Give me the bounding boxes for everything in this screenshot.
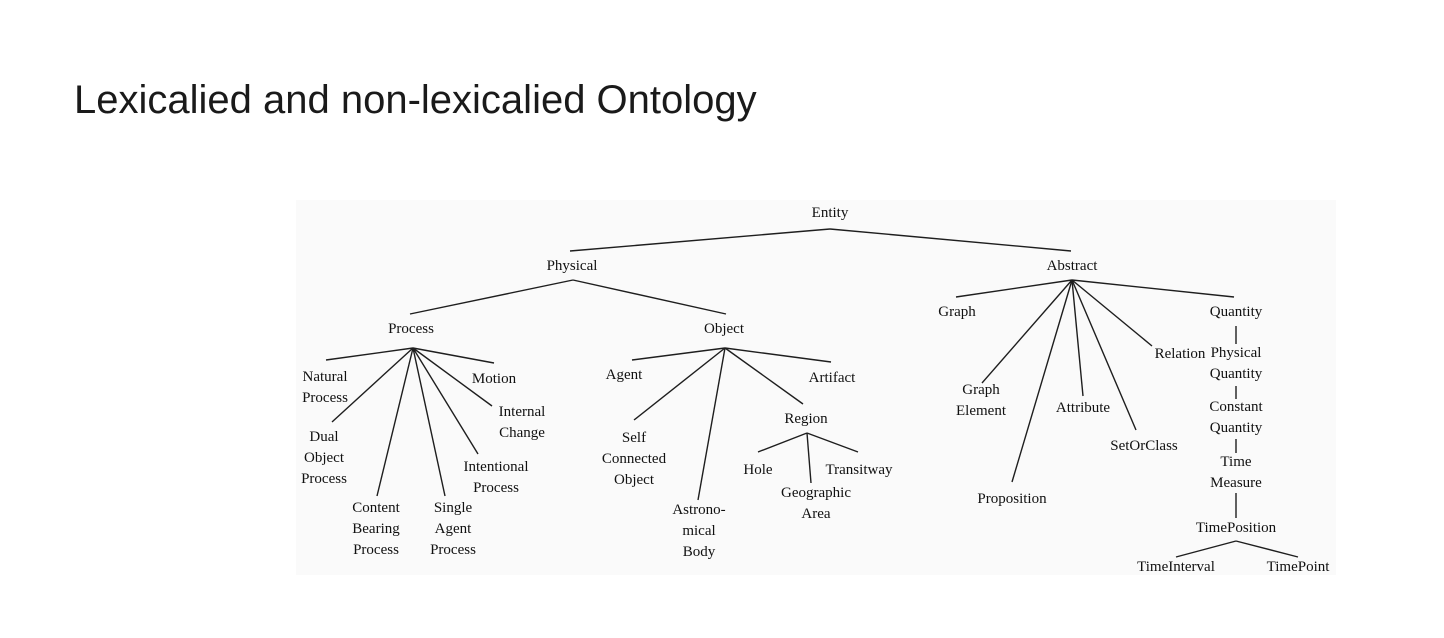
edge-object-artifact xyxy=(724,347,832,363)
edge-entity-abstract xyxy=(829,228,1072,252)
node-time-position: TimePosition xyxy=(1195,520,1277,536)
node-entity: Entity xyxy=(811,205,849,221)
edge-physical-object xyxy=(572,279,727,315)
node-agent: Agent xyxy=(605,367,643,383)
edge-abstract-quantity xyxy=(1071,279,1235,298)
node-internal-change: Internal Change xyxy=(498,404,546,441)
edge-object-astronomical-body xyxy=(697,347,726,501)
edge-time-position-time-point xyxy=(1235,540,1299,558)
edge-object-agent xyxy=(631,347,726,361)
edge-abstract-graph-element xyxy=(981,279,1073,384)
edge-process-internal-change xyxy=(412,347,493,407)
edge-process-single-agent-process xyxy=(412,347,446,497)
node-hole: Hole xyxy=(743,462,773,478)
node-self-connected-object: Self Connected Object xyxy=(601,430,667,488)
edge-region-hole xyxy=(757,432,808,453)
node-astronomical-body: Astrono- mical Body xyxy=(672,502,726,560)
edge-process-dual-object-process xyxy=(331,347,414,423)
node-motion: Motion xyxy=(471,371,517,387)
edge-object-self-connected-object xyxy=(633,347,726,421)
node-content-bearing-process: Content Bearing Process xyxy=(352,500,400,558)
node-time-interval: TimeInterval xyxy=(1137,559,1215,575)
node-time-measure: Time Measure xyxy=(1210,454,1262,491)
node-constant-quantity: Constant Quantity xyxy=(1209,399,1263,436)
node-relation: Relation xyxy=(1154,346,1206,362)
node-single-agent-process: Single Agent Process xyxy=(430,500,476,558)
edge-process-natural-process xyxy=(325,347,414,361)
slide-title: Lexicalied and non-lexicalied Ontology xyxy=(74,78,757,122)
ontology-edges xyxy=(325,228,1299,558)
edge-abstract-graph xyxy=(955,279,1073,298)
edge-abstract-attribute xyxy=(1071,279,1084,397)
node-artifact: Artifact xyxy=(808,370,856,386)
edge-object-region xyxy=(724,347,804,405)
edge-entity-physical xyxy=(569,228,831,252)
edge-abstract-proposition xyxy=(1011,279,1073,483)
node-transitway: Transitway xyxy=(825,462,893,478)
ontology-diagram: Entity Physical Abstract Process Object … xyxy=(296,200,1336,575)
node-process: Process xyxy=(388,321,434,337)
node-abstract: Abstract xyxy=(1046,258,1098,274)
edge-process-intentional-process xyxy=(412,347,479,455)
node-attribute: Attribute xyxy=(1055,400,1111,416)
edge-region-geographic-area xyxy=(806,432,812,484)
node-physical-quantity: Physical Quantity xyxy=(1209,345,1263,382)
node-graph: Graph xyxy=(938,304,976,320)
node-quantity: Quantity xyxy=(1209,304,1263,320)
node-object: Object xyxy=(704,321,744,337)
node-graph-element: Graph Element xyxy=(956,382,1006,419)
edge-process-content-bearing-process xyxy=(376,347,414,497)
node-dual-object-process: Dual Object Process xyxy=(301,429,347,487)
edge-abstract-relation xyxy=(1071,279,1153,347)
node-geographic-area: Geographic Area xyxy=(781,485,851,522)
node-intentional-process: Intentional Process xyxy=(463,459,529,496)
node-proposition: Proposition xyxy=(977,491,1047,507)
node-time-point: TimePoint xyxy=(1266,559,1330,575)
node-natural-process: Natural Process xyxy=(302,369,348,406)
node-region: Region xyxy=(784,411,828,427)
node-physical: Physical xyxy=(546,258,598,274)
edge-abstract-set-or-class xyxy=(1071,279,1137,431)
edge-process-motion xyxy=(412,347,495,364)
node-set-or-class: SetOrClass xyxy=(1110,438,1178,454)
edge-region-transitway xyxy=(806,432,859,453)
edge-physical-process xyxy=(409,279,574,315)
edge-time-position-time-interval xyxy=(1175,540,1237,558)
